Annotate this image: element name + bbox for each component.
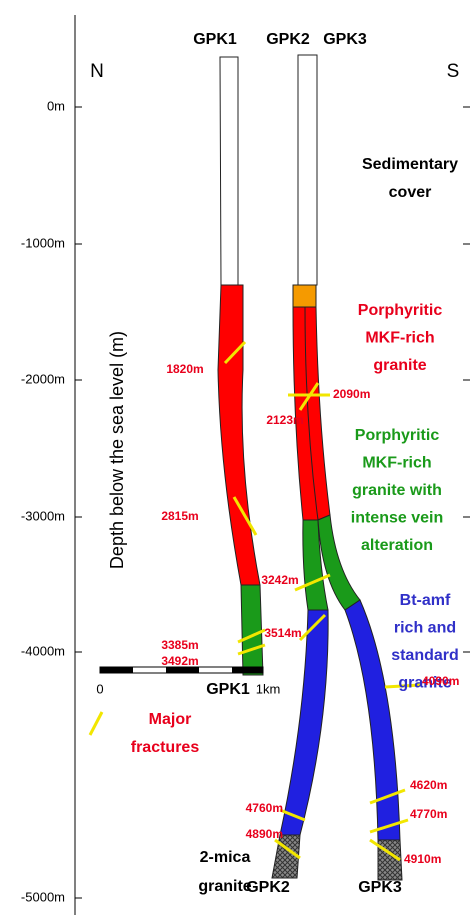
fracture-label: 4620m	[410, 778, 447, 792]
gpk1-sediment	[219, 56, 239, 286]
unit-label: granite with	[352, 482, 442, 499]
well-bottom-label: GPK3	[358, 879, 402, 896]
well-bottom-label: GPK2	[246, 879, 290, 896]
gpk1-altered	[240, 584, 264, 676]
well-label: GPK3	[323, 31, 367, 48]
fracture-label: 3492m	[161, 654, 198, 668]
fracture-label: 2123m	[266, 413, 303, 427]
scale-end: 1km	[256, 681, 281, 696]
well-label: GPK2	[266, 31, 310, 48]
fracture-label: 4770m	[410, 807, 447, 821]
scale-start: 0	[96, 681, 103, 696]
unit-label: Porphyritic	[355, 427, 440, 444]
gpk2-mica	[271, 834, 301, 879]
scale-bar	[99, 666, 264, 674]
well-bottom-label: GPK1	[206, 681, 250, 698]
unit-label: Sedimentary	[362, 156, 458, 173]
y-tick-label: -2000m	[21, 371, 65, 386]
fracture-label: 3242m	[261, 573, 298, 587]
fracture-label: 1820m	[166, 362, 203, 376]
unit-label: cover	[389, 184, 432, 201]
unit-label: standard	[391, 647, 459, 664]
well-label: GPK1	[193, 31, 237, 48]
unit-label: Porphyritic	[358, 302, 443, 319]
fracture-label: 2090m	[333, 387, 370, 401]
fractures	[88, 340, 421, 862]
compass-north: N	[90, 61, 104, 82]
gpk3-basement	[344, 599, 401, 841]
unit-label: MKF-rich	[365, 330, 434, 347]
y-tick-label: 0m	[47, 98, 65, 113]
y-tick-label: -4000m	[21, 643, 65, 658]
fracture-label: 3514m	[264, 626, 301, 640]
fracture-label: 4760m	[246, 801, 283, 815]
fracture-label: 4910m	[404, 852, 441, 866]
unit-label: alteration	[361, 537, 433, 554]
unit-label: intense vein	[351, 510, 443, 527]
y-tick-label: -3000m	[21, 508, 65, 523]
y-tick-label: -1000m	[21, 235, 65, 250]
y-tick-label: -5000m	[21, 889, 65, 904]
compass-south: S	[447, 61, 460, 82]
legend-label: fractures	[131, 739, 200, 756]
unit-label: Bt-amf	[400, 592, 451, 609]
gpk2-basement	[279, 609, 329, 836]
unit-label: rich and	[394, 620, 456, 637]
axis	[74, 15, 470, 915]
legend-label: Major	[149, 711, 192, 728]
unit-label: 2-mica	[200, 849, 251, 866]
gpk1-granite	[217, 284, 261, 586]
fracture-label: 4090m	[422, 674, 459, 688]
fracture-label: 3385m	[161, 638, 198, 652]
gpk23-transition	[292, 284, 317, 308]
fracture-label: 2815m	[161, 509, 198, 523]
axis-title: Depth below the sea level (m)	[107, 331, 127, 569]
fracture-label: 4890m	[246, 827, 283, 841]
unit-label: granite	[398, 675, 451, 692]
unit-label: granite	[198, 878, 251, 895]
gpk23-sediment	[297, 54, 318, 286]
unit-label: granite	[373, 357, 426, 374]
unit-label: MKF-rich	[362, 455, 431, 472]
